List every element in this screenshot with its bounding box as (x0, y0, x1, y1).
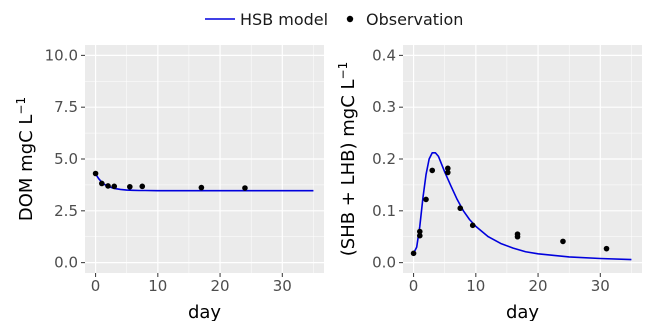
hb-y-tick-label: 0.0 (372, 254, 396, 272)
hb-x-tick-label: 30 (591, 277, 610, 295)
dom-observation-point (198, 184, 205, 191)
hb-y-tick-label: 0.1 (372, 202, 396, 220)
dom-panel: 0 10 20 30 0.0 2.5 5.0 7.5 10.0 day DOM mgC L−1 (14, 45, 324, 321)
dom-observation-point (242, 185, 248, 191)
dom-y-tick-label: 7.5 (54, 98, 78, 116)
dom-y-axis-title: DOM mgC L−1 (14, 97, 37, 221)
dom-grid (85, 45, 324, 273)
hb-observation-point (417, 232, 423, 239)
hb-model-line (412, 151, 632, 261)
dom-observation-point (92, 170, 99, 177)
dom-observation-point (127, 183, 133, 190)
dom-series (92, 170, 314, 192)
hb-y-axis-title-main: (SHB + LHB) mgC L (338, 79, 359, 256)
legend: HSB model Observation (205, 10, 463, 29)
dom-ticks: 0 10 20 30 0.0 2.5 5.0 7.5 10.0 (45, 46, 292, 295)
hb-x-axis-title: day (506, 302, 539, 321)
legend-obs-label: Observation (366, 10, 463, 29)
hb-observation-point (417, 228, 423, 235)
hb-series (410, 151, 632, 261)
hb-y-tick-label: 0.3 (372, 98, 396, 116)
hb-observation-point (429, 167, 436, 174)
hb-grid (403, 45, 642, 273)
dom-x-tick-label: 30 (273, 277, 292, 295)
hb-ticks: 0 10 20 30 0.0 0.1 0.2 0.3 0.4 (372, 46, 610, 295)
hb-y-tick-label: 0.4 (372, 46, 396, 64)
hb-observation-point (603, 245, 610, 252)
hb-observation-point (457, 205, 464, 212)
hb-x-tick-label: 0 (409, 277, 419, 295)
dom-y-axis-title-main: DOM mgC L (16, 115, 37, 222)
hb-observation-point (514, 233, 521, 240)
dom-x-tick-label: 10 (148, 277, 167, 295)
hb-y-axis-title-sup: −1 (336, 62, 350, 80)
hb-panel: 0 10 20 30 0.0 0.1 0.2 0.3 0.4 day (SHB + LHB) m… (336, 45, 642, 321)
hb-y-tick-label: 0.2 (372, 150, 396, 168)
hb-observation-point (423, 196, 429, 203)
dom-y-axis-title-sup: −1 (14, 97, 28, 115)
hb-observation-point (445, 165, 451, 172)
legend-model-label: HSB model (240, 10, 328, 29)
dom-observation-point (99, 180, 105, 187)
hb-y-axis-title: (SHB + LHB) mgC L−1 (336, 62, 359, 257)
dom-y-tick-label: 0.0 (54, 254, 78, 272)
dom-x-tick-label: 20 (211, 277, 230, 295)
dom-x-tick-label: 0 (91, 277, 101, 295)
hb-observation-point (410, 250, 417, 257)
hb-x-tick-label: 20 (529, 277, 548, 295)
hb-observation-point (560, 238, 566, 245)
dom-y-tick-label: 5.0 (54, 150, 78, 168)
hb-observation-point (445, 169, 451, 176)
dom-observation-point (111, 183, 118, 190)
legend-obs-swatch (346, 15, 354, 23)
dom-y-tick-label: 2.5 (54, 202, 78, 220)
dom-y-tick-label: 10.0 (45, 46, 78, 64)
dom-observation-point (139, 183, 146, 190)
hb-observation-point (469, 222, 476, 229)
hb-x-tick-label: 10 (466, 277, 485, 295)
dom-observation-point (105, 183, 111, 189)
dom-x-axis-title: day (188, 302, 221, 321)
